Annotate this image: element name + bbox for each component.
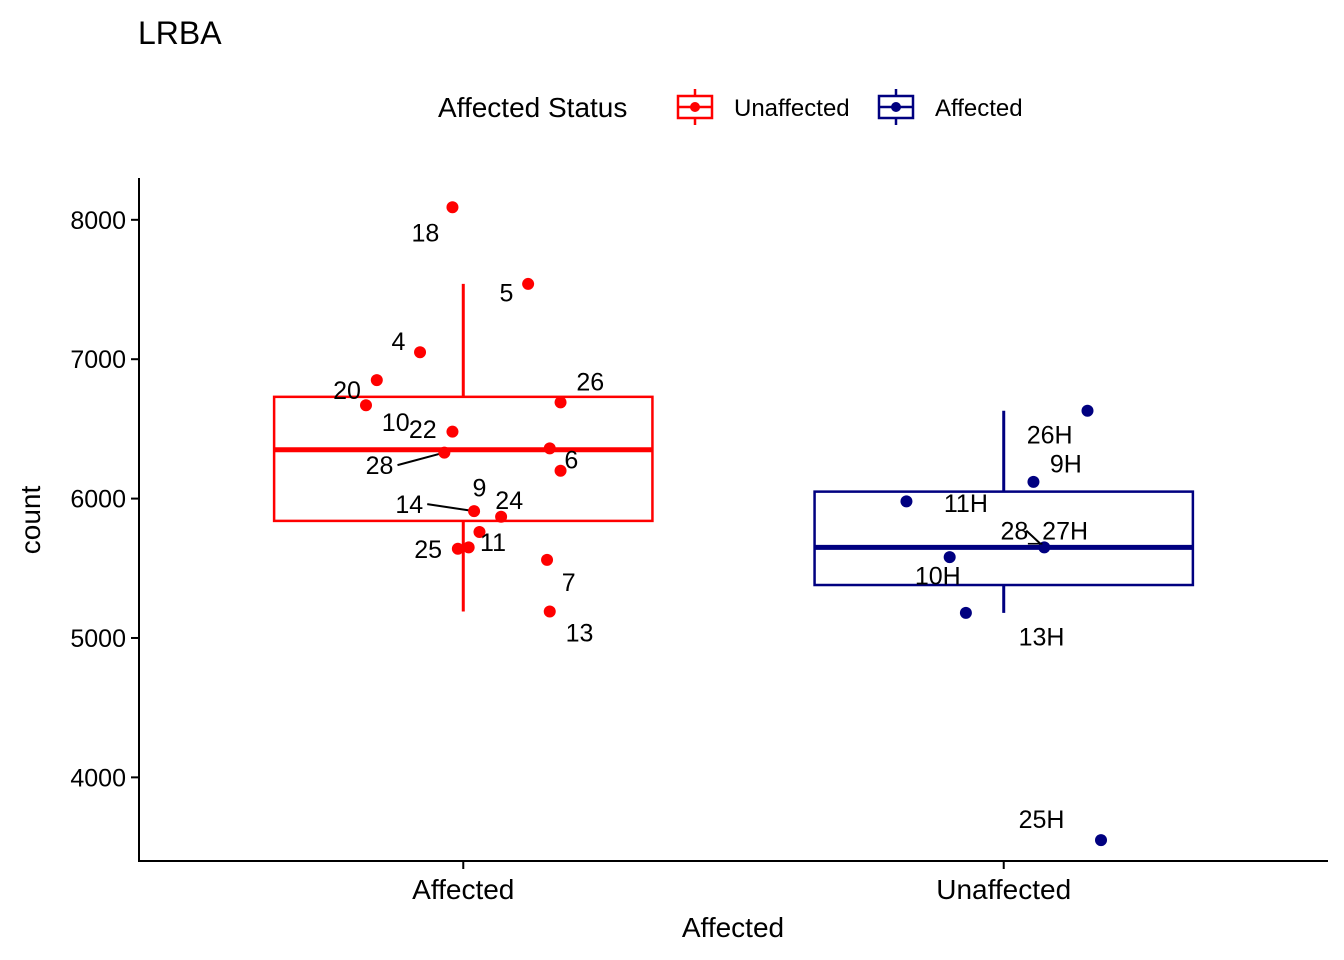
box-body <box>272 395 654 523</box>
point-label: 26 <box>576 369 604 397</box>
chart-title: LRBA <box>138 15 222 51</box>
x-tick-label: Affected <box>412 874 514 905</box>
point-label: 11 <box>480 529 506 557</box>
data-point <box>1081 404 1094 417</box>
data-point <box>446 425 459 438</box>
point-label: 6 <box>564 447 578 475</box>
data-point <box>495 510 508 523</box>
point-label: 25 <box>414 536 442 564</box>
point-label: 28_27H <box>1000 518 1088 546</box>
legend: Affected Status Unaffected Affected <box>438 89 1023 125</box>
point-label: 10H <box>915 562 961 590</box>
data-point <box>414 346 427 359</box>
point-label: 11H <box>944 490 988 518</box>
y-tick-label: 7000 <box>70 346 126 374</box>
y-ticks: 4000 5000 6000 7000 8000 <box>70 207 139 792</box>
x-ticks: Affected Unaffected <box>412 861 1071 905</box>
y-tick-label: 6000 <box>70 486 126 514</box>
legend-title: Affected Status <box>438 92 627 123</box>
point-label: 10 <box>382 409 410 437</box>
data-point <box>943 551 956 564</box>
y-tick-label: 5000 <box>70 625 126 653</box>
data-point <box>468 505 481 518</box>
label-leader-line <box>397 451 445 467</box>
data-point <box>541 553 554 566</box>
data-point <box>554 464 567 477</box>
point-label: 5 <box>500 279 514 307</box>
axes <box>138 178 1328 862</box>
point-label: 24 <box>495 487 523 515</box>
point-label: 25H <box>1019 806 1065 834</box>
legend-key-point <box>891 102 901 112</box>
data-point <box>1027 475 1040 488</box>
x-tick-label: Unaffected <box>936 874 1071 905</box>
y-tick-label: 8000 <box>70 207 126 235</box>
data-point <box>359 399 372 412</box>
data-point <box>522 277 535 290</box>
point-label: 22 <box>409 416 437 444</box>
data-point <box>900 495 913 508</box>
data-point <box>1038 541 1051 554</box>
y-tick-label: 4000 <box>70 764 126 792</box>
point-label: 18 <box>412 219 440 247</box>
y-axis-title: count <box>15 486 46 555</box>
data-point <box>473 526 486 539</box>
legend-label: Affected <box>935 95 1023 122</box>
point-label: 4 <box>391 328 405 356</box>
data-point <box>451 542 464 555</box>
data-point <box>543 605 556 618</box>
legend-label: Unaffected <box>734 95 850 122</box>
point-label: 7 <box>562 569 576 597</box>
data-point <box>543 442 556 455</box>
box-body <box>813 490 1195 587</box>
data-point <box>554 396 567 409</box>
point-label: 14 <box>395 491 423 519</box>
point-label: 28 <box>366 452 394 480</box>
point-label: 26H <box>1027 421 1073 449</box>
legend-key-point <box>690 102 700 112</box>
data-point <box>370 374 383 387</box>
data-point <box>438 446 451 459</box>
point-label: 13H <box>1019 624 1065 652</box>
data-point <box>1095 834 1108 847</box>
label-leader-line <box>427 503 475 513</box>
data-point <box>462 541 475 554</box>
point-label: 9 <box>473 474 487 502</box>
boxes <box>272 283 1195 613</box>
points <box>359 201 1108 847</box>
data-point <box>446 201 459 214</box>
point-label: 13 <box>566 619 594 647</box>
point-label: 9H <box>1050 451 1082 479</box>
data-point <box>959 606 972 619</box>
point-label: 20 <box>333 377 361 405</box>
x-axis-title: Affected <box>682 912 784 943</box>
